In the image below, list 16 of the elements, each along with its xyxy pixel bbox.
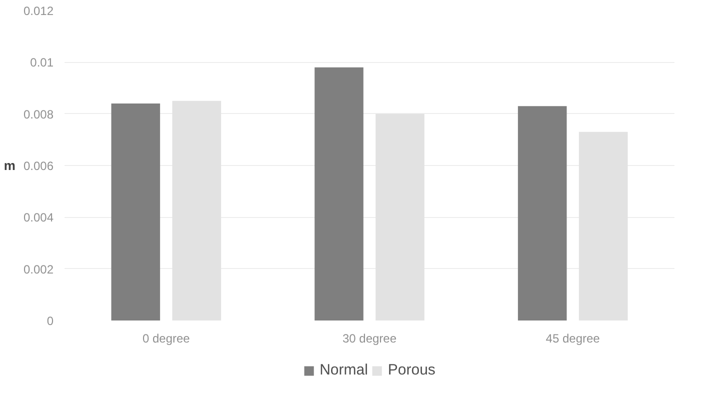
y-tick-label: 0.008 xyxy=(23,107,54,122)
y-tick-label: 0.004 xyxy=(23,210,54,225)
y-tick-label: 0.002 xyxy=(23,262,54,276)
legend-label: Porous xyxy=(388,362,436,378)
bar xyxy=(518,106,567,320)
bar xyxy=(314,67,364,320)
y-axis-title: m xyxy=(4,158,16,173)
bar xyxy=(111,104,160,320)
y-tick-label: 0 xyxy=(46,314,54,328)
x-tick-label: 45 degree xyxy=(546,332,600,346)
y-tick-label: 0.006 xyxy=(23,159,54,173)
x-tick-label: 0 degree xyxy=(142,332,190,346)
x-tick-label: 30 degree xyxy=(342,332,397,346)
y-tick-label: 0.012 xyxy=(23,4,54,18)
legend-label: Normal xyxy=(320,362,368,378)
y-tick-label: 0.01 xyxy=(30,56,54,70)
